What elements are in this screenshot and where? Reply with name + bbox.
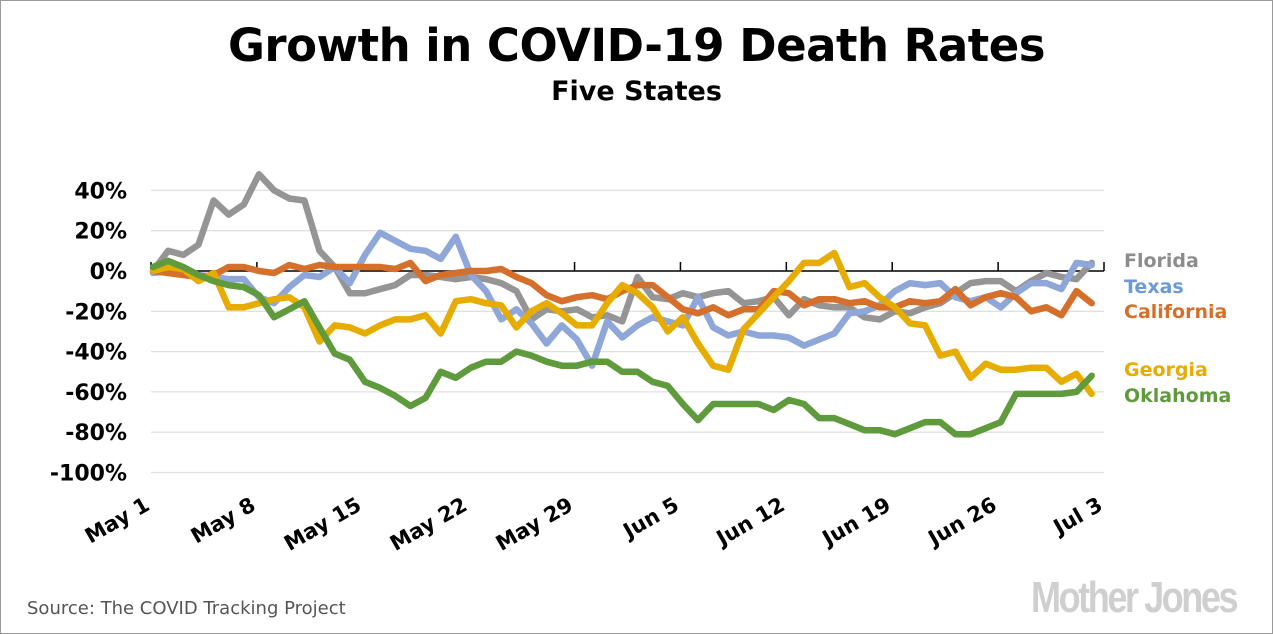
chart-subtitle: Five States xyxy=(551,76,722,107)
series-line-georgia xyxy=(149,249,1095,398)
y-tick-label: -100% xyxy=(50,462,127,487)
x-tick-label: May 8 xyxy=(187,493,260,549)
y-tick-label: 0% xyxy=(90,260,127,285)
legend-label-georgia: Georgia xyxy=(1124,359,1208,381)
x-tick-label: Jun 26 xyxy=(923,493,1001,552)
y-tick-label: 40% xyxy=(74,179,127,204)
x-tick-label: Jun 12 xyxy=(711,493,789,552)
mother-jones-logo: Mother Jones xyxy=(1030,573,1238,622)
y-tick-label: 20% xyxy=(74,220,127,245)
chart-title: Growth in COVID-19 Death Rates xyxy=(227,19,1046,72)
source-note: Source: The COVID Tracking Project xyxy=(27,598,346,619)
legend-label-texas: Texas xyxy=(1124,276,1184,298)
y-tick-label: -20% xyxy=(65,300,127,325)
legend-label-oklahoma: Oklahoma xyxy=(1124,385,1231,407)
x-tick-label: Jun 5 xyxy=(618,493,683,545)
x-tick-label: May 15 xyxy=(280,493,365,556)
x-tick-label: Jun 19 xyxy=(817,493,895,552)
series-line-oklahoma xyxy=(149,257,1095,438)
y-tick-label: -80% xyxy=(65,421,127,446)
y-tick-label: -60% xyxy=(65,381,127,406)
y-tick-label: -40% xyxy=(65,341,127,366)
legend-label-california: California xyxy=(1124,301,1227,323)
x-tick-label: May 1 xyxy=(81,493,154,549)
x-tick-label: May 22 xyxy=(386,493,471,556)
series-line-california xyxy=(149,259,1095,319)
series-line-texas xyxy=(149,229,1095,369)
x-tick-label: May 29 xyxy=(492,493,577,556)
legend-label-florida: Florida xyxy=(1124,250,1199,272)
x-tick-label: Jul 3 xyxy=(1048,493,1107,541)
